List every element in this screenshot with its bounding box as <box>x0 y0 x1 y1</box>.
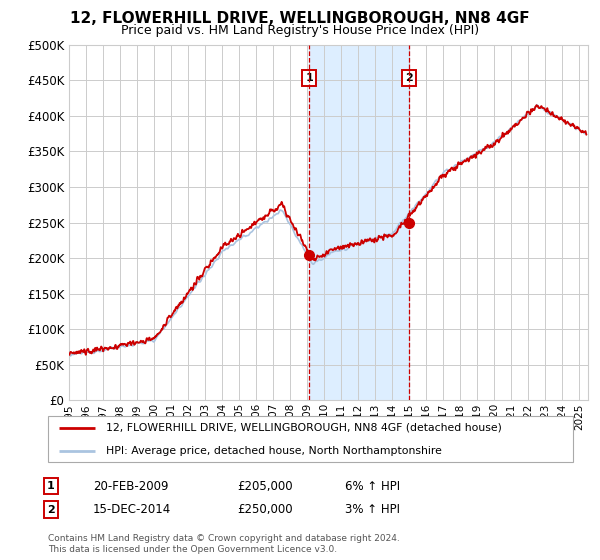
Text: 2: 2 <box>405 73 413 83</box>
Text: 15-DEC-2014: 15-DEC-2014 <box>93 503 171 516</box>
Text: Price paid vs. HM Land Registry's House Price Index (HPI): Price paid vs. HM Land Registry's House … <box>121 24 479 37</box>
Text: 2: 2 <box>47 505 55 515</box>
Text: 6% ↑ HPI: 6% ↑ HPI <box>345 479 400 493</box>
Text: 1: 1 <box>47 481 55 491</box>
Text: 1: 1 <box>305 73 313 83</box>
Text: 3% ↑ HPI: 3% ↑ HPI <box>345 503 400 516</box>
Bar <box>310 45 409 400</box>
Text: £250,000: £250,000 <box>237 503 293 516</box>
Text: Contains HM Land Registry data © Crown copyright and database right 2024.
This d: Contains HM Land Registry data © Crown c… <box>48 534 400 554</box>
Text: 12, FLOWERHILL DRIVE, WELLINGBOROUGH, NN8 4GF (detached house): 12, FLOWERHILL DRIVE, WELLINGBOROUGH, NN… <box>106 423 502 433</box>
Text: £205,000: £205,000 <box>237 479 293 493</box>
Text: 12, FLOWERHILL DRIVE, WELLINGBOROUGH, NN8 4GF: 12, FLOWERHILL DRIVE, WELLINGBOROUGH, NN… <box>70 11 530 26</box>
Text: 20-FEB-2009: 20-FEB-2009 <box>93 479 169 493</box>
Text: HPI: Average price, detached house, North Northamptonshire: HPI: Average price, detached house, Nort… <box>106 446 442 456</box>
